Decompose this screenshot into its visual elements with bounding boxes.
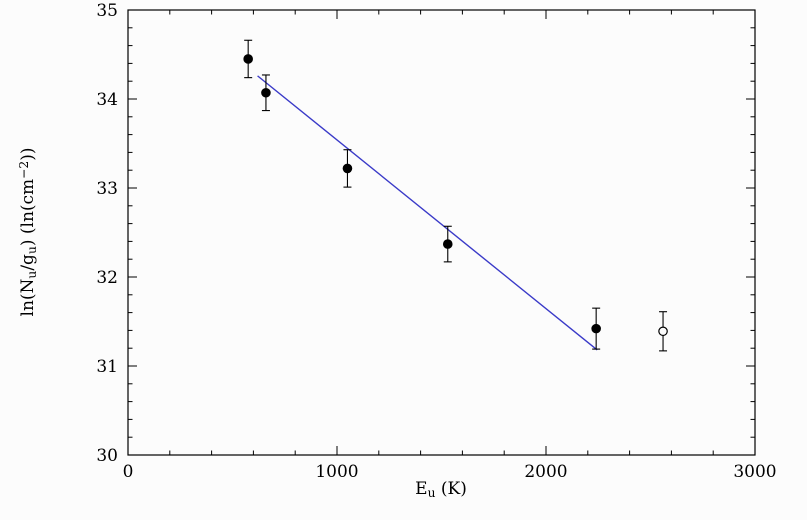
y-tick-label: 35 xyxy=(96,1,118,21)
data-point-filled xyxy=(442,239,453,249)
y-tick-label: 30 xyxy=(96,446,118,466)
plot-frame xyxy=(127,9,756,456)
fit-line xyxy=(257,75,598,351)
data-point-open xyxy=(658,326,668,337)
y-tick-label: 34 xyxy=(96,90,118,110)
x-tick-label: 3000 xyxy=(733,462,776,482)
data-point-filled xyxy=(342,163,353,174)
y-tick-label: 32 xyxy=(96,268,118,288)
x-tick-label: 1000 xyxy=(315,462,358,482)
data-point-filled xyxy=(591,323,601,334)
y-tick-label: 33 xyxy=(96,179,118,199)
data-point-filled xyxy=(261,87,271,98)
x-tick-label: 2000 xyxy=(524,462,567,482)
x-axis-label: Eu (K) xyxy=(415,479,467,501)
data-point-filled xyxy=(243,54,253,64)
y-tick-label: 31 xyxy=(96,357,118,377)
x-tick-label: 0 xyxy=(123,462,134,482)
y-axis-label: ln(Nu/gu) (ln(cm−2)) xyxy=(16,147,40,317)
